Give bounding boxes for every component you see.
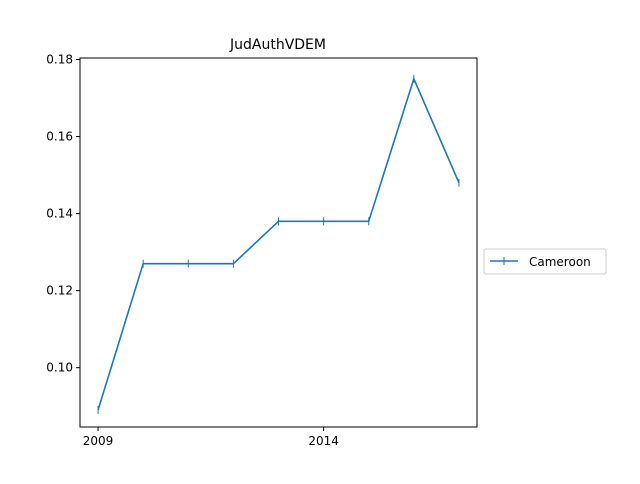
y-tick-label: 0.14 <box>46 207 73 221</box>
y-tick-label: 0.16 <box>46 130 73 144</box>
series-line-cameroon <box>97 78 460 411</box>
x-tick-label: 2009 <box>83 434 114 448</box>
x-axis: 2009 2014 <box>83 427 339 448</box>
plot-area <box>79 57 478 428</box>
legend-label: Cameroon <box>529 255 591 269</box>
axes-frame <box>79 57 478 428</box>
series-layer <box>97 74 460 415</box>
y-tick-label: 0.12 <box>46 284 73 298</box>
y-tick-label: 0.18 <box>46 53 73 67</box>
legend: Cameroon <box>483 248 607 275</box>
chart-title: JudAuthVDEM <box>229 37 326 53</box>
y-axis: 0.10 0.12 0.14 0.16 0.18 <box>46 53 80 375</box>
legend-box <box>483 248 607 275</box>
y-tick-label: 0.10 <box>46 361 73 375</box>
x-tick-label: 2014 <box>308 434 339 448</box>
